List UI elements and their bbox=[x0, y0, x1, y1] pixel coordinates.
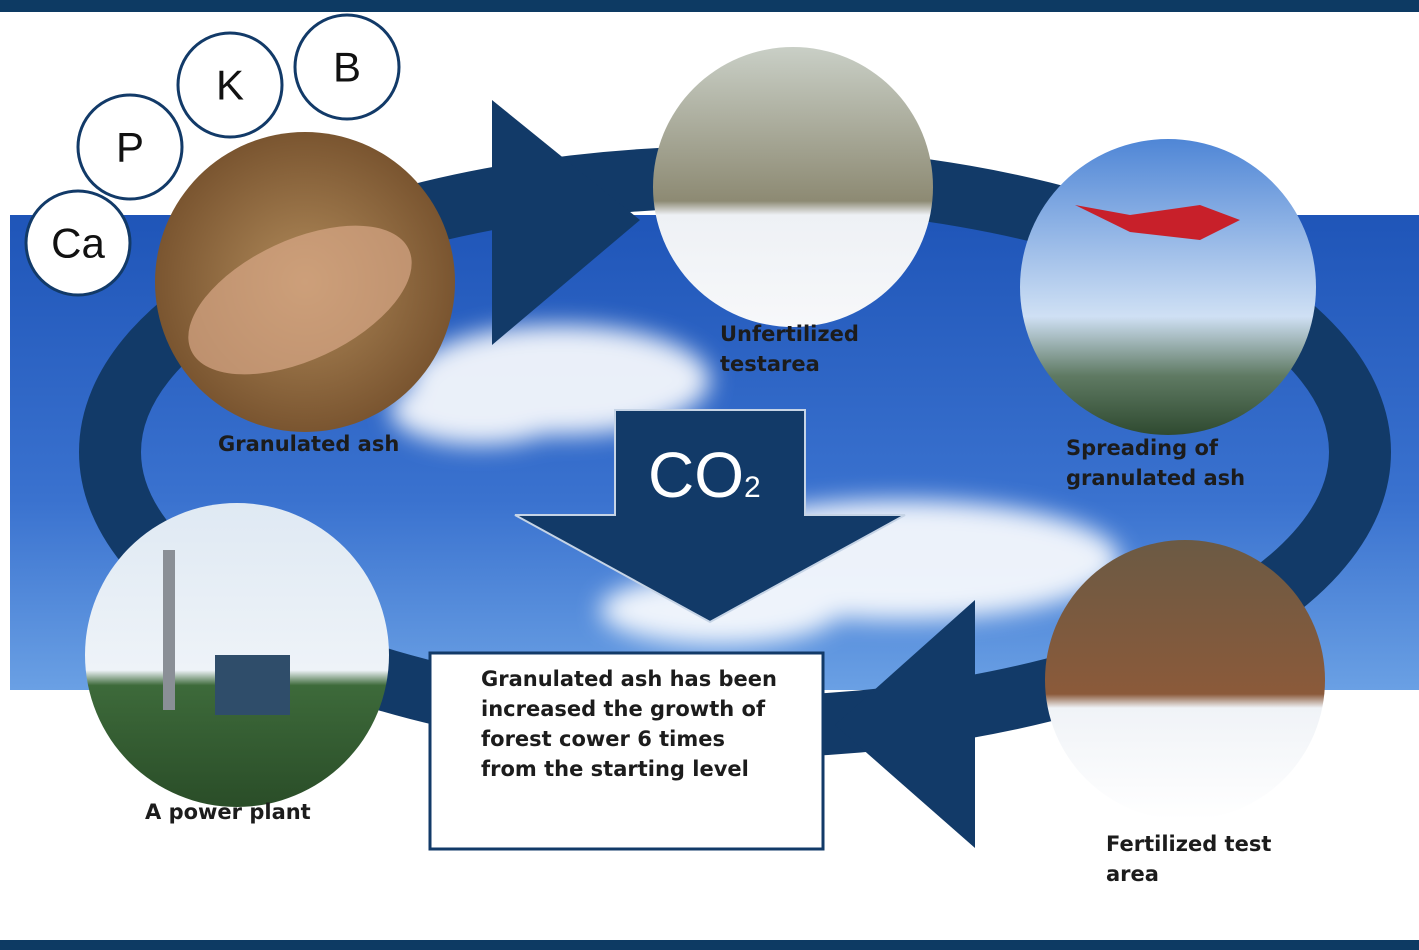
diagram: CO2 Ca P K B Granulated ash Unfertilized… bbox=[0, 0, 1419, 950]
node-label: granulated ash bbox=[1066, 466, 1245, 490]
node-label: Spreading of bbox=[1066, 436, 1219, 460]
co2-label: CO2 bbox=[648, 439, 761, 511]
node-label: A power plant bbox=[145, 800, 311, 824]
photo-fertilized bbox=[1045, 540, 1325, 820]
element: Ca bbox=[51, 220, 105, 267]
node-label: Unfertilized bbox=[720, 322, 859, 346]
note-line: increased the growth of bbox=[481, 697, 766, 721]
photo-unfertilized bbox=[653, 47, 933, 327]
bottom-band bbox=[0, 940, 1419, 950]
photo-spreading bbox=[1020, 139, 1316, 435]
node-label: area bbox=[1106, 862, 1159, 886]
element: P bbox=[116, 124, 144, 171]
top-band bbox=[0, 0, 1419, 12]
node-label: Granulated ash bbox=[218, 432, 399, 456]
note-line: from the starting level bbox=[481, 757, 749, 781]
node-label: testarea bbox=[720, 352, 820, 376]
node-label: Fertilized test bbox=[1106, 832, 1271, 856]
element: B bbox=[333, 44, 361, 91]
note-line: Granulated ash has been bbox=[481, 667, 777, 691]
page: CO2 Ca P K B Granulated ash Unfertilized… bbox=[0, 0, 1419, 950]
note-line: forest cower 6 times bbox=[481, 727, 725, 751]
element: K bbox=[216, 62, 244, 109]
